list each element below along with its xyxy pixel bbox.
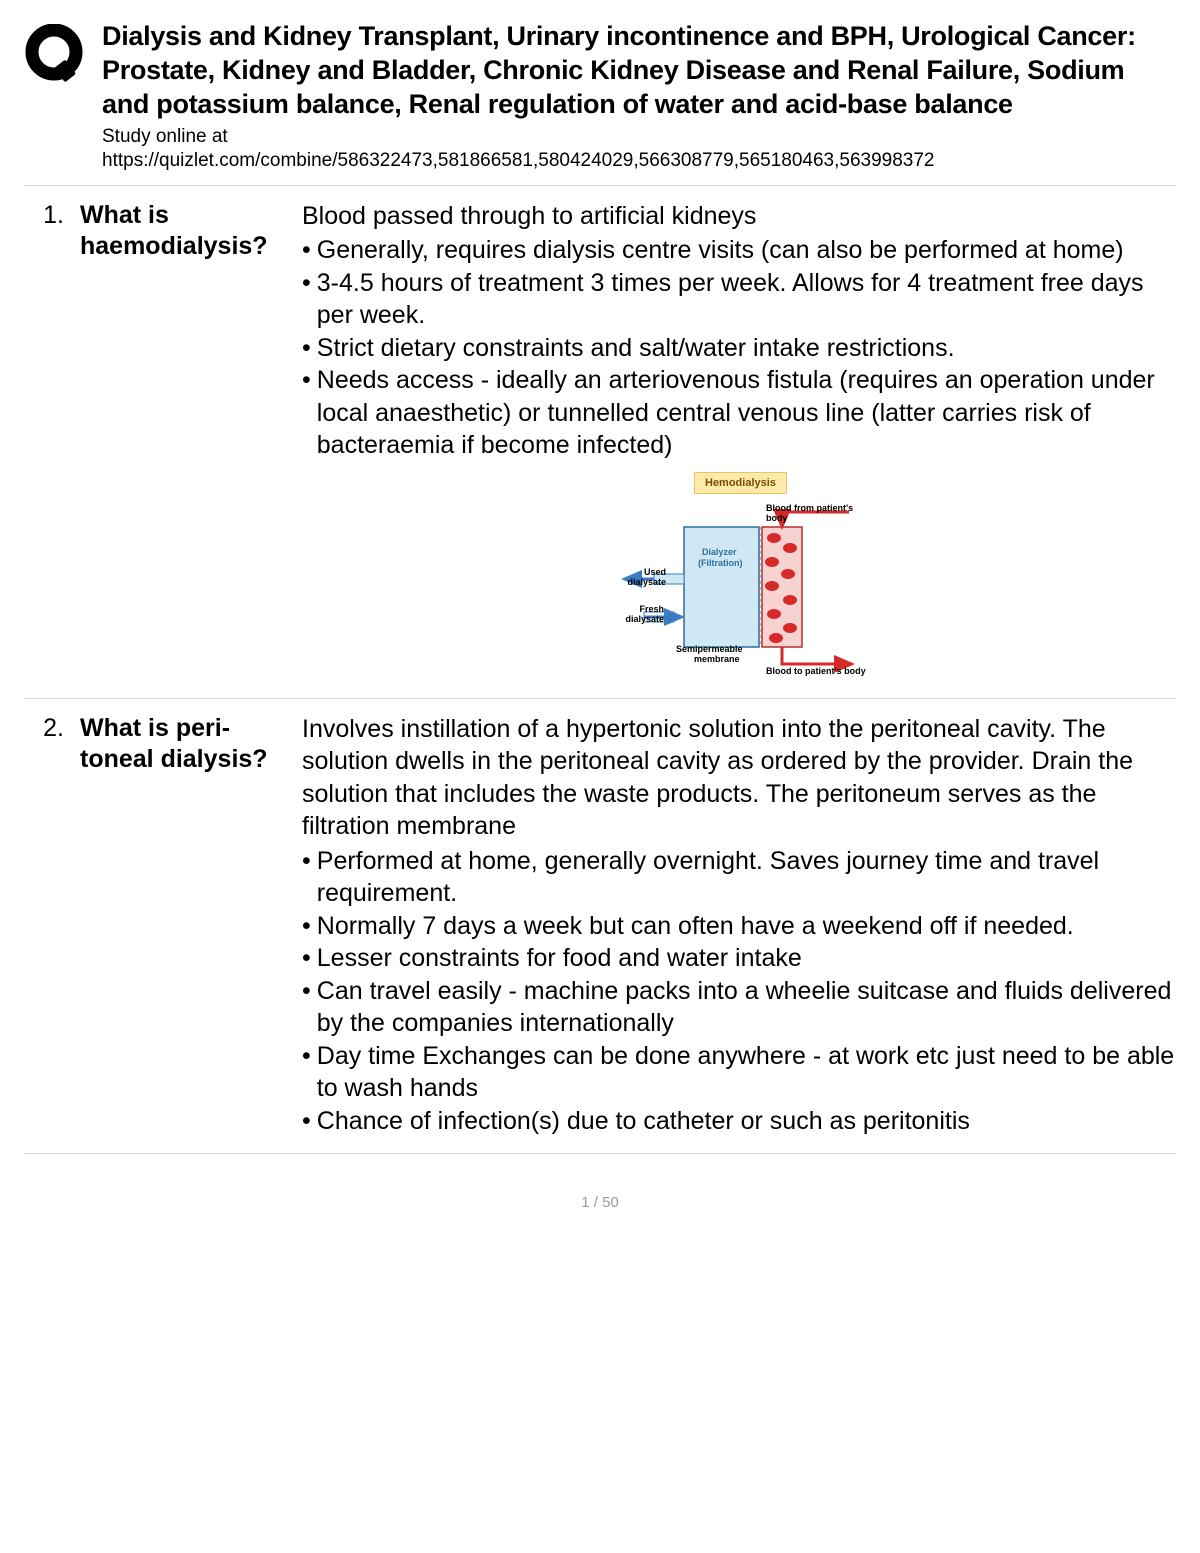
card-number: 1. xyxy=(24,200,68,231)
bullet-text: Normally 7 days a week but can often hav… xyxy=(317,910,1074,943)
definition-bullet: •Day time Exchanges can be done anywhere… xyxy=(302,1040,1176,1105)
hemodialysis-diagram-wrap: Hemodialysis xyxy=(302,472,1176,682)
bullet-text: Performed at home, generally overnight. … xyxy=(317,845,1176,910)
flashcard-list: 1. What is haemodialysis? Blood passed t… xyxy=(24,186,1176,1155)
bullet-text: Generally, requires dialysis centre visi… xyxy=(317,234,1124,267)
definition-bullet: •Strict dietary constraints and salt/wat… xyxy=(302,332,1176,365)
label-used-dialysate: Used dialysate xyxy=(606,568,666,588)
bullet-text: Strict dietary constraints and salt/wate… xyxy=(317,332,955,365)
definition-intro: Involves instillation of a hypertonic so… xyxy=(302,713,1176,843)
definition-bullet: •3-4.5 hours of treatment 3 times per we… xyxy=(302,267,1176,332)
label-dialyzer: Dialyzer xyxy=(702,548,737,558)
definition-bullet: •Lesser constraints for food and water i… xyxy=(302,942,1176,975)
bullet-text: Day time Exchanges can be done anywhere … xyxy=(317,1040,1176,1105)
label-filtration: (Filtration) xyxy=(698,559,743,569)
page-title: Dialysis and Kidney Transplant, Urinary … xyxy=(102,20,1176,121)
card-term: What is peri­toneal dialysis? xyxy=(80,713,290,776)
card-number: 2. xyxy=(24,713,68,744)
header-text: Dialysis and Kidney Transplant, Urinary … xyxy=(102,20,1176,173)
card-definition: Involves instillation of a hypertonic so… xyxy=(302,713,1176,1138)
definition-bullet: •Chance of infection(s) due to catheter … xyxy=(302,1105,1176,1138)
study-set-url: https://quizlet.com/combine/586322473,58… xyxy=(102,149,1176,173)
bullet-text: Can travel easily - machine packs into a… xyxy=(317,975,1176,1040)
definition-bullet: •Generally, requires dialysis centre vis… xyxy=(302,234,1176,267)
label-blood-to: Blood to patient's body xyxy=(766,667,866,677)
bullet-text: 3-4.5 hours of treatment 3 times per wee… xyxy=(317,267,1176,332)
bullet-text: Chance of infection(s) due to catheter o… xyxy=(317,1105,970,1138)
label-fresh-dialysate: Fresh dialysate xyxy=(604,605,664,625)
page-indicator: 1 / 50 xyxy=(24,1194,1176,1211)
definition-intro: Blood passed through to artificial kidne… xyxy=(302,200,1176,233)
definition-bullet: •Normally 7 days a week but can often ha… xyxy=(302,910,1176,943)
study-online-label: Study online at xyxy=(102,125,1176,149)
label-membrane-2: membrane xyxy=(694,655,740,665)
definition-bullet: •Performed at home, generally overnight.… xyxy=(302,845,1176,910)
diagram-title: Hemodialysis xyxy=(694,472,787,494)
bullet-text: Lesser constraints for food and water in… xyxy=(317,942,802,975)
flashcard-row: 2. What is peri­toneal dialysis? Involve… xyxy=(24,699,1176,1155)
flashcard-row: 1. What is haemodialysis? Blood passed t… xyxy=(24,186,1176,699)
definition-bullet: •Needs access - ideally an arteriovenous… xyxy=(302,364,1176,462)
definition-bullet: •Can travel easily - machine packs into … xyxy=(302,975,1176,1040)
hemodialysis-diagram: Hemodialysis xyxy=(604,472,874,682)
card-definition: Blood passed through to artificial kidne… xyxy=(302,200,1176,682)
label-blood-from: Blood from patient's body xyxy=(766,504,874,524)
bullet-text: Needs access - ideally an arteriovenous … xyxy=(317,364,1176,462)
card-term: What is haemodialysis? xyxy=(80,200,290,263)
page-header: Dialysis and Kidney Transplant, Urinary … xyxy=(24,20,1176,186)
quizlet-q-logo xyxy=(24,24,84,84)
